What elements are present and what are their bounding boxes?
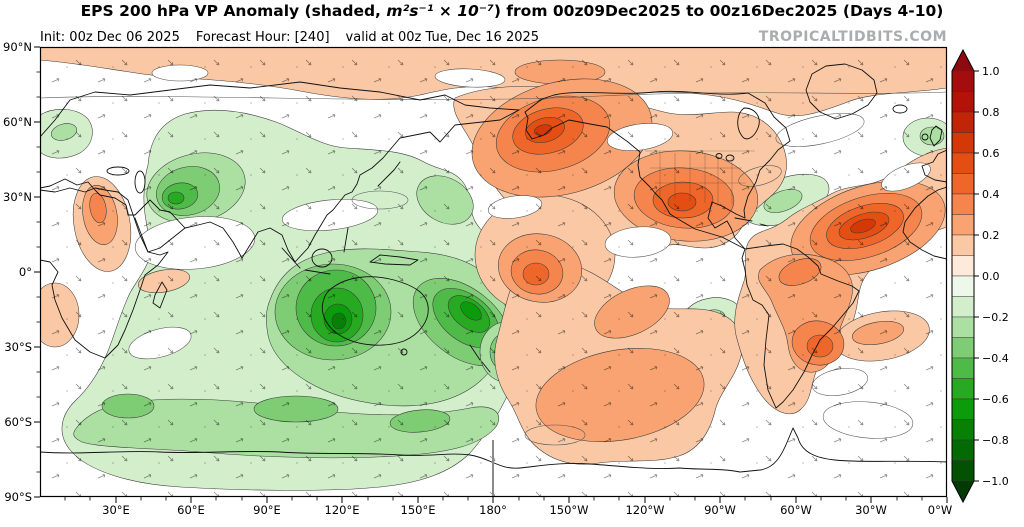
- lon-label: 0°W: [928, 503, 952, 517]
- madagascar-coastline: [152, 281, 168, 309]
- lon-label: 30°E: [102, 503, 130, 517]
- title-suffix: ) from 00z09Dec2025 to 00z16Dec2025 (Day…: [493, 2, 944, 20]
- indonesia-coastlines: [281, 227, 349, 275]
- colorbar-label: −0.4: [982, 352, 1009, 365]
- iberia-coastline: [921, 149, 947, 183]
- map-frame: [39, 46, 948, 498]
- australia-coastline: [321, 276, 429, 346]
- latitude-axis-labels: 90°N 60°N 30°N 0° 30°S 60°S 90°S: [3, 40, 32, 504]
- new-guinea-coastline: [369, 254, 419, 266]
- longitude-axis-labels: 30°E 60°E 90°E 120°E 150°E 180° 150°W 12…: [102, 503, 952, 517]
- lon-label: 90°W: [704, 503, 736, 517]
- north-america-west-coastline: [524, 111, 746, 250]
- colorbar-segments: [951, 70, 975, 482]
- colorbar-label: 0.2: [982, 229, 1000, 242]
- lat-label: 60°N: [3, 115, 32, 129]
- borneo-coastline: [311, 248, 333, 268]
- lon-label: 180°: [479, 503, 507, 517]
- lat-label: 60°S: [4, 415, 32, 429]
- latitude-ticks: [34, 46, 40, 498]
- lat-label: 30°S: [4, 340, 32, 354]
- coastlines: [40, 63, 947, 473]
- british-isles-coastline: [921, 125, 943, 147]
- us-state-borders: [645, 150, 755, 206]
- colorbar-bottom-arrow: [952, 481, 974, 502]
- longitude-ticks: [64, 497, 948, 503]
- iceland-coastline: [892, 104, 908, 114]
- lon-label: 90°E: [253, 503, 281, 517]
- colorbar-label: −0.6: [982, 393, 1009, 406]
- subtitle-row: Init: 00z Dec 06 2025 Forecast Hour: [24…: [40, 29, 947, 45]
- colorbar-top-arrow: [952, 50, 974, 71]
- lon-label: 60°E: [177, 503, 205, 517]
- cuba-hispaniola-coastline: [734, 217, 769, 227]
- colorbar-tick-labels: 1.0 0.8 0.6 0.4 0.2 0.0 −0.2 −0.4 −0.6 −…: [982, 65, 1009, 488]
- colorbar-label: 0.8: [982, 106, 1000, 119]
- lat-label: 90°N: [3, 40, 32, 54]
- chart-title: EPS 200 hPa VP Anomaly (shaded, m²s⁻¹ × …: [0, 2, 1024, 20]
- colorbar-label: 0.6: [982, 147, 1000, 160]
- arabia-coastline: [134, 217, 186, 253]
- colorbar-label: 0.0: [982, 270, 1000, 283]
- africa-coastline: [40, 187, 169, 359]
- new-zealand-coastline: [469, 344, 491, 373]
- forecast-hour-label: Forecast Hour: [240]: [195, 30, 330, 45]
- south-america-coastline: [741, 243, 860, 409]
- colorbar-label: −1.0: [982, 475, 1009, 488]
- greenland-coastline: [805, 63, 878, 120]
- lon-label: 150°W: [549, 503, 588, 517]
- divergent-wind-arrows-overlay: [40, 47, 947, 497]
- valid-time-label: valid at 00z Tue, Dec 16 2025: [345, 30, 540, 45]
- lat-label: 30°N: [3, 190, 32, 204]
- great-lakes-coastline: [715, 153, 735, 162]
- japan-coastline: [377, 161, 401, 187]
- tasmania-coastline: [400, 348, 408, 356]
- eurasia-coastline: [40, 81, 520, 263]
- colorbar-label: −0.8: [982, 434, 1009, 447]
- antarctica-coastline: [40, 427, 947, 473]
- north-america-north-coastline: [524, 90, 749, 113]
- tropicaltidbits-watermark: TROPICALTIDBITS.COM: [758, 29, 947, 45]
- init-time-label: Init: 00z Dec 06 2025: [40, 30, 180, 45]
- colorbar-label: −0.2: [982, 311, 1009, 324]
- lon-label: 150°E: [401, 503, 436, 517]
- hudson-bay-coastline: [737, 107, 760, 140]
- lat-label: 90°S: [4, 490, 32, 504]
- north-america-east-coastline: [707, 92, 791, 250]
- black-sea-coastline: [106, 166, 130, 176]
- lon-label: 30°W: [855, 503, 887, 517]
- colorbar-label: 0.4: [982, 188, 1000, 201]
- lat-label: 0°: [19, 265, 32, 279]
- title-prefix: EPS 200 hPa VP Anomaly (shaded,: [80, 2, 387, 20]
- lon-label: 120°W: [625, 503, 664, 517]
- west-africa-coastline: [902, 186, 947, 260]
- colorbar-label: 1.0: [982, 65, 1000, 78]
- colorbar: 1.0 0.8 0.6 0.4 0.2 0.0 −0.2 −0.4 −0.6 −…: [951, 48, 1009, 504]
- colorbar-tick-marks: [974, 70, 979, 482]
- caspian-sea-coastline: [134, 170, 146, 194]
- map-interior: [40, 47, 947, 497]
- lon-label: 120°E: [325, 503, 360, 517]
- title-units-math: m²s⁻¹ × 10⁻⁷: [386, 2, 494, 20]
- lon-label: 60°W: [780, 503, 812, 517]
